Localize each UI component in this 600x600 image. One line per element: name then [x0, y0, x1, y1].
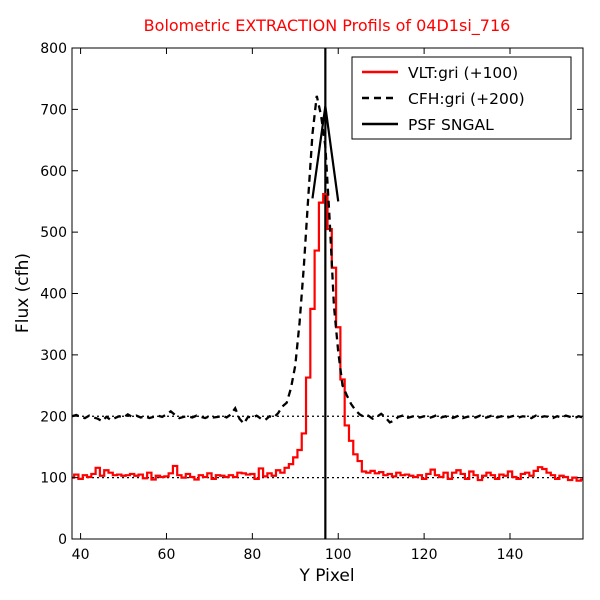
series-line-0 — [72, 192, 583, 482]
x-tick-label: 100 — [325, 547, 352, 563]
y-axis-label: Flux (cfh) — [13, 253, 33, 333]
chart-title: Bolometric EXTRACTION Profils of 04D1si_… — [144, 16, 511, 36]
x-tick-label: 60 — [158, 547, 176, 563]
series-line-1 — [72, 95, 583, 426]
y-tick-label: 600 — [40, 164, 67, 180]
y-axis-ticks: 0 100 200 300 400 500 600 700 800 — [40, 41, 583, 548]
x-axis-ticks: 40 60 80 100 120 140 — [72, 48, 524, 563]
legend: VLT:gri (+100) CFH:gri (+200) PSF SNGAL — [351, 56, 572, 140]
series-line-2 — [311, 106, 340, 202]
y-tick-label: 300 — [40, 348, 67, 364]
x-axis-label: Y Pixel — [298, 566, 354, 586]
x-tick-label: 40 — [72, 547, 90, 563]
y-tick-label: 500 — [40, 225, 67, 241]
x-tick-label: 140 — [497, 547, 524, 563]
y-tick-label: 800 — [40, 41, 67, 57]
legend-label-1: CFH:gri (+200) — [408, 90, 525, 108]
x-tick-label: 80 — [243, 547, 261, 563]
y-tick-label: 200 — [40, 409, 67, 425]
y-tick-label: 400 — [40, 287, 67, 303]
series-layer — [72, 95, 583, 482]
y-tick-label: 700 — [40, 102, 67, 118]
y-tick-label: 100 — [40, 471, 67, 487]
legend-label-0: VLT:gri (+100) — [408, 64, 518, 82]
y-tick-label: 0 — [58, 532, 67, 548]
x-tick-label: 120 — [411, 547, 438, 563]
legend-label-2: PSF SNGAL — [408, 116, 494, 134]
